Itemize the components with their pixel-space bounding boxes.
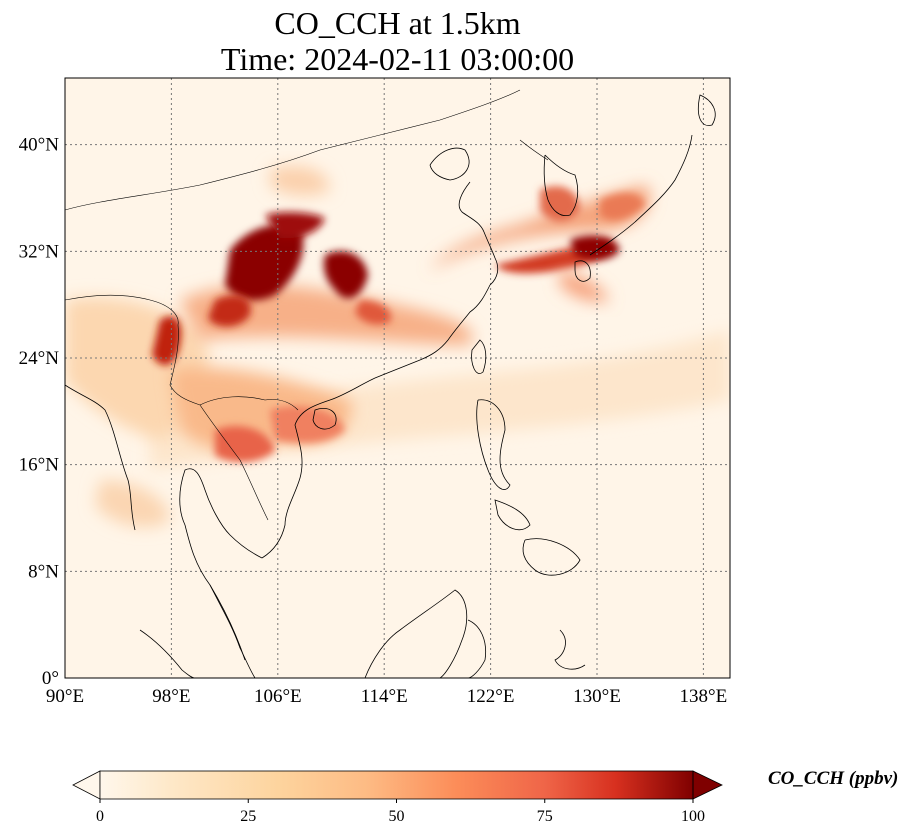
colorbar-tick-label: 50 — [389, 808, 405, 825]
longitude-axis-labels: 90°E 98°E 106°E 114°E 122°E 130°E 138°E — [46, 686, 727, 707]
colorbar-extend-max-arrow — [692, 770, 723, 800]
lon-tick-label: 114°E — [361, 686, 408, 707]
lat-tick-label: 0° — [42, 668, 59, 689]
lat-tick-label: 8°N — [28, 561, 59, 582]
colorbar-tick-label: 25 — [240, 808, 256, 825]
map-frame — [64, 77, 731, 679]
border-indochina — [199, 396, 299, 411]
taiwan-island — [471, 339, 487, 374]
borneo-east — [467, 619, 487, 678]
border-himalaya — [65, 294, 179, 326]
coastlines — [65, 94, 716, 678]
lon-tick-label: 138°E — [680, 686, 728, 707]
colorbar-label: CO_CCH (ppbv) — [768, 768, 899, 789]
lon-tick-label: 106°E — [254, 686, 302, 707]
colorbar-tick-label: 100 — [681, 808, 705, 825]
colorbar-gradient — [100, 771, 693, 799]
philippines-mindanao — [522, 538, 581, 576]
country-borders — [65, 89, 549, 521]
lon-tick-label: 98°E — [152, 686, 190, 707]
colorbar-tick-label: 0 — [96, 808, 104, 825]
lat-tick-label: 40°N — [19, 135, 60, 156]
border-north-china — [65, 89, 521, 211]
malay-peninsula — [209, 584, 256, 678]
korea-peninsula — [543, 154, 579, 217]
philippines-luzon — [476, 399, 511, 490]
china-coastline — [329, 181, 499, 401]
vietnam-coastline — [261, 399, 331, 559]
colorbar-ticks: 0 25 50 75 100 — [96, 799, 705, 825]
borneo — [364, 589, 468, 678]
plot-title-line1: CO_CCH at 1.5km — [274, 5, 521, 41]
border-myanmar-china — [169, 324, 201, 406]
colorbar: 0 25 50 75 100 — [72, 770, 723, 825]
lat-tick-label: 16°N — [19, 455, 60, 476]
lon-tick-label: 130°E — [573, 686, 621, 707]
border-korea-china — [519, 139, 549, 161]
sumatra-tip — [139, 629, 196, 678]
map-panel: 90°E 98°E 106°E 114°E 122°E 130°E 138°E 0° 8°N 1… — [19, 77, 731, 707]
japan-kyushu — [574, 260, 591, 282]
colorbar-tick-label: 75 — [537, 808, 553, 825]
lat-tick-label: 32°N — [19, 241, 60, 262]
lat-tick-label: 24°N — [19, 348, 60, 369]
japan-hokkaido — [697, 94, 716, 126]
lon-tick-label: 90°E — [46, 686, 84, 707]
colorbar-extend-min-arrow — [72, 770, 101, 800]
sulawesi — [554, 629, 586, 670]
border-laos-thailand — [199, 404, 269, 521]
plot-title-line2: Time: 2024-02-11 03:00:00 — [220, 41, 575, 77]
bohai-shandong — [429, 147, 470, 181]
japan-honshu — [589, 134, 693, 256]
hainan-island — [312, 408, 337, 430]
lon-tick-label: 122°E — [467, 686, 515, 707]
philippines-visayas — [494, 499, 531, 531]
bay-of-bengal-coastline — [65, 384, 136, 531]
latitude-axis-labels: 0° 8°N 16°N 24°N 32°N 40°N — [19, 135, 60, 689]
concentration-field — [65, 166, 730, 528]
